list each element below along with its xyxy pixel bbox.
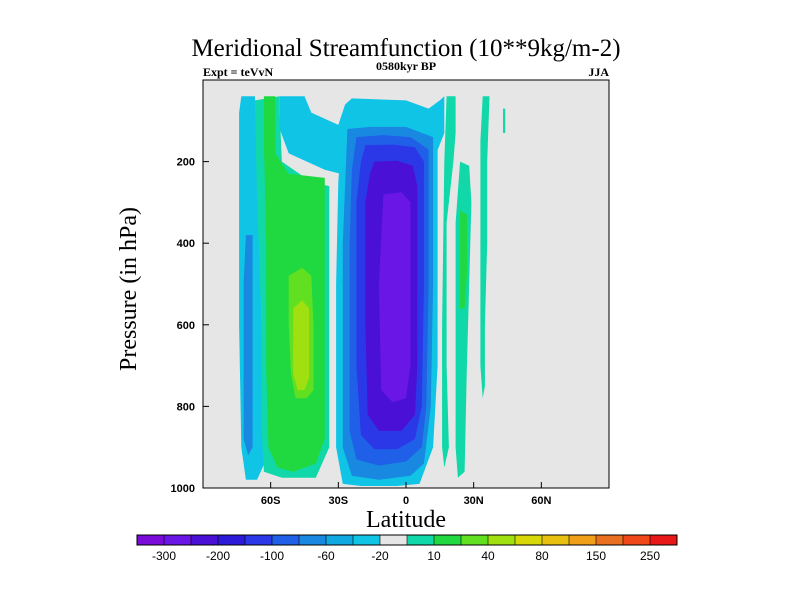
y-tick-label: 800	[177, 401, 195, 413]
colorbar-swatch	[353, 535, 381, 545]
colorbar-label: 150	[586, 549, 606, 563]
contour-nh-speck	[503, 108, 506, 133]
colorbar-label: -300	[152, 549, 176, 563]
contour-sh-ferrel-cell-150	[293, 300, 309, 391]
colorbar-label: 40	[481, 549, 495, 563]
contour-nh-cell	[442, 96, 456, 468]
colorbar-swatch	[326, 535, 354, 545]
y-tick-label: 600	[177, 320, 195, 332]
x-tick-label: 60S	[261, 495, 281, 507]
contour-layer	[239, 96, 506, 486]
colorbar-swatch	[245, 535, 273, 545]
y-axis-label: Pressure (in hPa)	[116, 207, 142, 371]
colorbar-swatch	[461, 535, 489, 545]
chart-subtitle-center: 0580kyr BP	[376, 59, 436, 73]
colorbar-swatch	[542, 535, 570, 545]
x-tick-label: 0	[403, 495, 409, 507]
colorbar-swatch	[164, 535, 192, 545]
colorbar-swatch	[434, 535, 462, 545]
colorbar-swatch	[137, 535, 165, 545]
chart-subtitle-left: Expt = teVvN	[203, 65, 274, 79]
colorbar-label: 10	[427, 549, 441, 563]
contour-sh-outer-cell-core	[243, 235, 253, 456]
y-axis-ticks: 200 400 600 800 1000	[171, 157, 209, 495]
contour-nh-high-cell	[480, 96, 490, 399]
colorbar-swatch	[299, 535, 327, 545]
colorbar-swatch	[623, 535, 651, 545]
chart-subtitle-right: JJA	[588, 65, 609, 79]
x-axis-label: Latitude	[366, 507, 446, 533]
x-tick-label: 30S	[329, 495, 349, 507]
colorbar-swatch	[218, 535, 246, 545]
colorbar-swatch	[515, 535, 543, 545]
colorbar-frame	[136, 534, 678, 546]
colorbar-label: -200	[206, 549, 230, 563]
colorbar-label: 250	[640, 549, 660, 563]
y-tick-label: 400	[177, 238, 195, 250]
colorbar-label: -60	[317, 549, 335, 563]
contour-hadley-cell-core	[378, 192, 411, 403]
colorbar-swatch	[596, 535, 624, 545]
colorbar-swatch	[569, 535, 597, 545]
x-axis-ticks: 60S 30S 0 30N 60N	[261, 482, 551, 507]
colorbar-label: -20	[371, 549, 389, 563]
colorbar-swatch	[488, 535, 516, 545]
colorbar-swatch	[380, 535, 408, 545]
colorbar-swatch	[191, 535, 219, 545]
colorbar-label: -100	[260, 549, 284, 563]
y-tick-label: 1000	[171, 483, 195, 495]
colorbar-label: 80	[535, 549, 549, 563]
colorbar: -300 -200 -100 -60 -20 10 40 80 150 250	[136, 534, 678, 563]
x-tick-label: 60N	[531, 495, 551, 507]
y-tick-label: 200	[177, 157, 195, 169]
chart-title: Meridional Streamfunction (10**9kg/m-2)	[191, 35, 620, 62]
colorbar-swatch	[650, 535, 678, 545]
colorbar-swatch	[272, 535, 300, 545]
colorbar-swatch	[407, 535, 435, 545]
contour-nh-upper-cell-core	[460, 210, 467, 309]
x-tick-label: 30N	[464, 495, 484, 507]
contour-nh-upper-cell	[455, 161, 472, 478]
